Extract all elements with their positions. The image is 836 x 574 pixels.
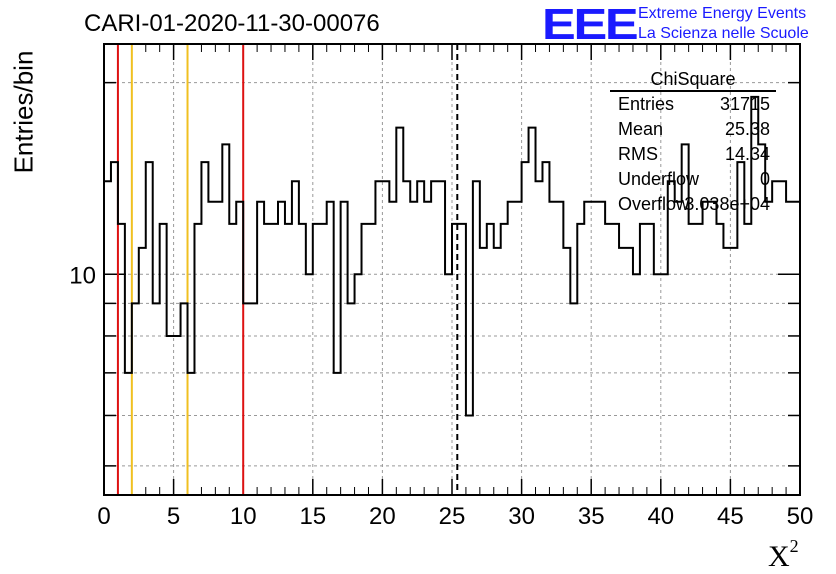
stats-box-title: ChiSquare	[610, 68, 776, 92]
x-tick-label: 25	[439, 503, 466, 530]
x-tick-label: 0	[97, 503, 110, 530]
y-tick-labels: 10	[69, 262, 96, 289]
stats-row-underflow: Underflow 0	[610, 167, 776, 192]
plot-frame	[103, 43, 801, 496]
stats-value: 25.38	[724, 119, 770, 139]
eee-logo-mark: EEE	[542, 0, 639, 49]
x-tick-label: 40	[647, 503, 674, 530]
y-axis-label: Entries/bin	[8, 50, 39, 174]
stats-value: 0	[759, 169, 770, 189]
x-tick-label: 5	[167, 503, 180, 530]
x-tick-labels: 0 5 10 15 20 25 30 35 40 45 50	[97, 503, 813, 530]
stats-box: ChiSquare Entries 31715 Mean 25.38 RMS 14.3…	[610, 68, 776, 217]
eee-logo-text: Extreme Energy Events La Scienza nelle S…	[638, 4, 809, 44]
stats-key: Entries	[618, 94, 675, 114]
x-tick-label: 50	[787, 503, 814, 530]
stats-key: Overflow	[618, 194, 690, 214]
x-tick-label: 35	[578, 503, 605, 530]
y-tick-label: 10	[69, 262, 96, 289]
x-tick-label: 10	[230, 503, 257, 530]
stats-row-overflow: Overflow 3.038e+04	[610, 192, 776, 217]
logo-line-1: Extreme Energy Events	[638, 5, 807, 22]
logo-line-2: La Scienza nelle Scuole	[638, 25, 809, 42]
stats-row-rms: RMS 14.34	[610, 142, 776, 167]
stats-key: Mean	[618, 119, 664, 139]
x-axis-label-main: X	[768, 540, 790, 573]
x-axis-label: X2	[768, 536, 799, 574]
x-tick-label: 20	[369, 503, 396, 530]
chart-title: CARI-01-2020-11-30-00076	[84, 10, 380, 37]
stats-value: 14.34	[724, 144, 770, 164]
stats-row-entries: Entries 31715	[610, 92, 776, 117]
x-tick-label: 15	[299, 503, 326, 530]
histogram-step-line	[104, 95, 800, 417]
x-tick-label: 30	[508, 503, 535, 530]
stats-key: RMS	[618, 144, 658, 164]
cut-lines	[116, 44, 459, 495]
stats-value: 31715	[719, 94, 770, 114]
x-tick-label: 45	[717, 503, 744, 530]
stats-value: 3.038e+04	[684, 194, 770, 214]
x-axis-label-superscript: 2	[789, 536, 799, 556]
stats-key: Underflow	[618, 169, 700, 189]
y-axis-label-box: Entries/bin	[4, 0, 44, 572]
stats-row-mean: Mean 25.38	[610, 117, 776, 142]
